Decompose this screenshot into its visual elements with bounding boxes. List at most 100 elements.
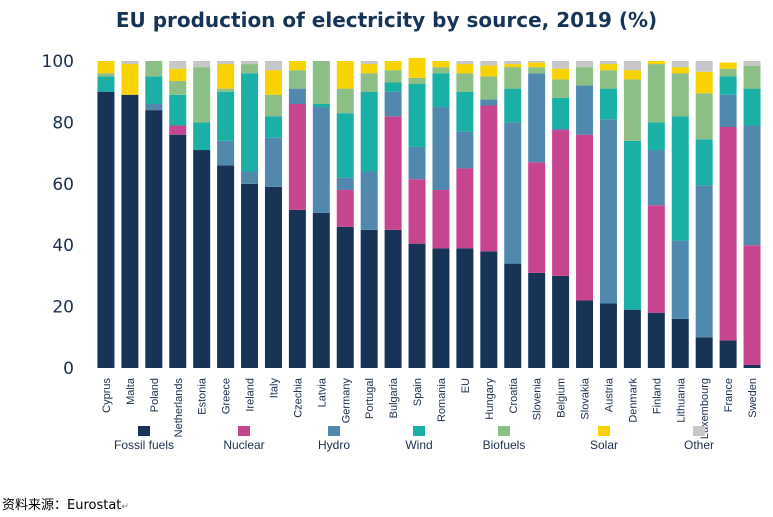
x-tick-label: Belgium — [556, 378, 568, 418]
x-tick-label: Netherlands — [173, 378, 185, 438]
bar-segment-hungary-nuclear — [480, 105, 498, 252]
legend-label-biofuels: Biofuels — [483, 438, 526, 452]
x-tick-label: Austria — [604, 377, 616, 412]
bar-segment-spain-biofuels — [408, 77, 426, 85]
bar-segment-eu-nuclear — [456, 168, 474, 249]
x-tick-label: Greece — [221, 378, 233, 414]
bar-segment-belgium-wind — [552, 97, 570, 129]
x-tick-label: Italy — [269, 378, 281, 399]
bar-segment-denmark-fossil-fuels — [623, 309, 641, 368]
bar-segment-slovenia-hydro — [528, 73, 546, 163]
x-tick-label: Estonia — [197, 377, 209, 415]
bar-segment-ireland-hydro — [241, 171, 259, 184]
bar-segment-italy-other — [264, 61, 282, 71]
bar-segment-portugal-solar — [360, 64, 378, 74]
legend-label-nuclear: Nuclear — [223, 438, 264, 452]
bar-segment-hungary-fossil-fuels — [480, 251, 498, 368]
y-tick-label: 40 — [52, 236, 74, 256]
bar-segment-sweden-fossil-fuels — [743, 364, 761, 368]
bar-segment-belgium-fossil-fuels — [552, 275, 570, 368]
bar-segment-sweden-wind — [743, 88, 761, 126]
x-tick-labels: Cyprus Malta Poland Netherlands Estonia Greec… — [101, 377, 759, 439]
bar-segment-bulgaria-fossil-fuels — [384, 229, 402, 368]
bar-segment-bulgaria-solar — [384, 61, 402, 71]
bar-segment-luxembourg-biofuels — [695, 93, 713, 140]
bar-segment-france-biofuels — [719, 68, 737, 77]
legend-label-solar: Solar — [590, 438, 618, 452]
bar-segment-malta-fossil-fuels — [121, 94, 139, 369]
bar-segment-slovakia-nuclear — [576, 134, 594, 301]
bar-segment-denmark-biofuels — [623, 79, 641, 141]
bar-segment-netherlands-biofuels — [169, 80, 187, 95]
bar-segment-france-solar — [719, 62, 737, 69]
bar-segment-slovakia-biofuels — [576, 67, 594, 86]
bar-segment-finland-hydro — [647, 150, 665, 206]
bar-segment-slovakia-fossil-fuels — [576, 300, 594, 368]
bar-segment-lithuania-solar — [671, 67, 689, 74]
bar-segment-hungary-biofuels — [480, 76, 498, 100]
bar-segment-bulgaria-biofuels — [384, 70, 402, 83]
x-tick-label: Luxembourg — [699, 378, 711, 439]
return-mark: ↵ — [121, 502, 129, 512]
bar-segment-romania-biofuels — [432, 67, 450, 74]
bar-segment-netherlands-fossil-fuels — [169, 134, 187, 368]
bar-segment-austria-biofuels — [599, 70, 617, 89]
y-tick-label: 80 — [52, 113, 74, 133]
bar-segment-hungary-other — [480, 61, 498, 66]
bar-segment-poland-wind — [145, 76, 163, 104]
bar-segment-croatia-hydro — [504, 122, 522, 264]
legend-swatch-fossil-fuels — [138, 426, 150, 436]
y-tick-label: 100 — [42, 52, 74, 72]
bar-segment-denmark-other — [623, 61, 641, 71]
bar-segment-finland-nuclear — [647, 205, 665, 313]
bar-segment-malta-solar — [121, 64, 139, 95]
bar-segment-latvia-fossil-fuels — [312, 212, 330, 368]
bar-segment-italy-solar — [264, 70, 282, 95]
legend-swatch-solar — [598, 426, 610, 436]
bar-segment-czechia-nuclear — [288, 103, 306, 210]
bar-segment-lithuania-fossil-fuels — [671, 318, 689, 368]
legend: Fossil fuels Nuclear Hydro Wind Biofuels Sola… — [114, 426, 714, 452]
bar-segment-croatia-wind — [504, 88, 522, 123]
x-tick-label: Romania — [436, 377, 448, 422]
bar-segment-greece-biofuels — [217, 88, 235, 92]
bar-segment-lithuania-hydro — [671, 240, 689, 319]
bar-segment-germany-fossil-fuels — [336, 226, 354, 368]
bar-segment-spain-wind — [408, 84, 426, 147]
bar-segment-portugal-biofuels — [360, 73, 378, 92]
bar-segment-italy-hydro — [264, 137, 282, 187]
legend-label-wind: Wind — [405, 438, 432, 452]
bar-segment-germany-wind — [336, 113, 354, 178]
bar-segment-slovakia-other — [576, 61, 594, 68]
x-tick-label: Denmark — [627, 378, 639, 423]
bar-segment-eu-wind — [456, 91, 474, 132]
bar-segment-cyprus-solar — [97, 61, 115, 74]
bar-segment-luxembourg-fossil-fuels — [695, 337, 713, 368]
bar-segment-eu-other — [456, 61, 474, 65]
bar-segment-estonia-wind — [193, 122, 211, 151]
x-tick-label: Slovenia — [532, 377, 544, 420]
chart-title: EU production of electricity by source, … — [115, 8, 658, 32]
bar-segment-finland-wind — [647, 122, 665, 151]
bar-segment-hungary-solar — [480, 65, 498, 77]
bar-segment-eu-hydro — [456, 131, 474, 169]
bar-segment-belgium-nuclear — [552, 130, 570, 276]
bar-segment-portugal-wind — [360, 91, 378, 172]
source-note: 资料来源：Eurostat↵ — [2, 494, 129, 513]
bar-segment-estonia-fossil-fuels — [193, 150, 211, 368]
bar-segment-latvia-hydro — [312, 107, 330, 213]
axis-layer: 0 20 40 60 80 100 — [42, 52, 74, 379]
bar-segment-lithuania-wind — [671, 116, 689, 241]
bar-segment-sweden-hydro — [743, 125, 761, 246]
source-text: 资料来源：Eurostat — [2, 498, 122, 513]
x-tick-label: Cyprus — [101, 378, 113, 413]
bar-segment-hungary-hydro — [480, 99, 498, 106]
bar-segment-portugal-hydro — [360, 171, 378, 230]
bar-segment-slovenia-biofuels — [528, 67, 546, 74]
x-tick-label: Latvia — [316, 377, 328, 407]
legend-swatch-hydro — [328, 426, 340, 436]
x-tick-label: Czechia — [292, 377, 304, 418]
bar-segment-greece-other — [217, 61, 235, 65]
y-tick-label: 0 — [63, 359, 74, 379]
